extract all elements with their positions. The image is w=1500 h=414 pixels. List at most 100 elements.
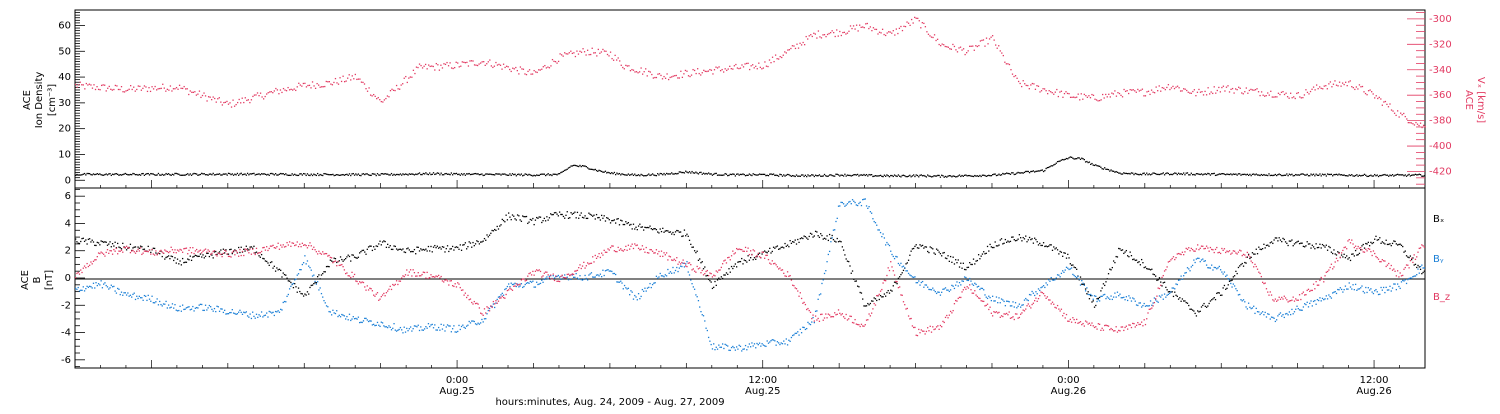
data-point (835, 241, 836, 242)
data-point (1334, 80, 1335, 81)
data-point (987, 298, 988, 299)
data-point (1112, 170, 1113, 171)
data-point (551, 214, 552, 215)
data-point (349, 256, 350, 257)
data-point (685, 171, 686, 172)
data-point (1047, 284, 1048, 285)
data-point (770, 340, 771, 341)
data-point (1341, 254, 1342, 255)
data-point (314, 174, 315, 175)
data-point (716, 270, 717, 271)
data-point (902, 272, 903, 273)
data-point (1360, 86, 1361, 87)
data-point (1030, 84, 1031, 85)
data-point (381, 101, 382, 102)
data-point (1193, 259, 1194, 260)
data-point (428, 174, 429, 175)
data-point (308, 175, 309, 176)
data-point (651, 287, 652, 288)
data-point (1149, 94, 1150, 95)
data-point (1144, 267, 1145, 268)
data-point (810, 312, 811, 313)
data-point (1369, 175, 1370, 176)
data-point (536, 174, 537, 175)
data-point (1309, 303, 1310, 304)
data-point (1218, 87, 1219, 88)
data-point (363, 173, 364, 174)
data-point (1189, 309, 1190, 310)
data-point (595, 52, 596, 53)
data-point (477, 323, 478, 324)
data-point (1168, 291, 1169, 292)
data-point (1205, 173, 1206, 174)
data-point (820, 176, 821, 177)
data-point (532, 218, 533, 219)
data-point (88, 173, 89, 174)
data-point (350, 79, 351, 80)
data-point (880, 32, 881, 33)
data-point (705, 173, 706, 174)
data-point (761, 343, 762, 344)
data-point (99, 244, 100, 245)
data-point (719, 269, 720, 270)
data-point (805, 236, 806, 237)
data-point (890, 261, 891, 262)
data-point (168, 255, 169, 256)
data-point (165, 257, 166, 258)
data-point (302, 264, 303, 265)
data-point (987, 304, 988, 305)
data-point (1280, 174, 1281, 175)
data-point (931, 36, 932, 37)
data-point (861, 27, 862, 28)
data-point (1312, 245, 1313, 246)
data-point (684, 172, 685, 173)
data-point (1024, 299, 1025, 300)
data-point (1164, 293, 1165, 294)
data-point (954, 288, 955, 289)
data-point (508, 283, 509, 284)
data-point (197, 307, 198, 308)
data-point (978, 286, 979, 287)
data-point (642, 226, 643, 227)
data-point (84, 265, 85, 266)
data-point (1221, 295, 1222, 296)
data-point (317, 276, 318, 277)
data-point (637, 229, 638, 230)
data-point (842, 246, 843, 247)
data-point (792, 175, 793, 176)
data-point (518, 174, 519, 175)
data-point (395, 246, 396, 247)
data-point (666, 275, 667, 276)
data-point (936, 326, 937, 327)
data-point (350, 175, 351, 176)
data-point (325, 253, 326, 254)
data-point (951, 312, 952, 313)
data-point (737, 348, 738, 349)
data-point (500, 224, 501, 225)
data-point (318, 251, 319, 252)
data-point (951, 176, 952, 177)
data-point (930, 176, 931, 177)
data-point (1030, 307, 1031, 308)
data-point (430, 174, 431, 175)
data-point (416, 275, 417, 276)
data-point (702, 261, 703, 262)
data-point (679, 77, 680, 78)
data-point (423, 272, 424, 273)
data-point (312, 249, 313, 250)
data-point (483, 315, 484, 316)
data-point (721, 347, 722, 348)
data-point (157, 254, 158, 255)
data-point (891, 266, 892, 267)
data-point (620, 281, 621, 282)
data-point (257, 92, 258, 93)
data-point (130, 295, 131, 296)
data-point (1105, 169, 1106, 170)
data-point (933, 252, 934, 253)
data-point (540, 69, 541, 70)
data-point (1277, 174, 1278, 175)
data-point (840, 241, 841, 242)
data-point (1414, 124, 1415, 125)
data-point (1156, 174, 1157, 175)
data-point (1354, 175, 1355, 176)
